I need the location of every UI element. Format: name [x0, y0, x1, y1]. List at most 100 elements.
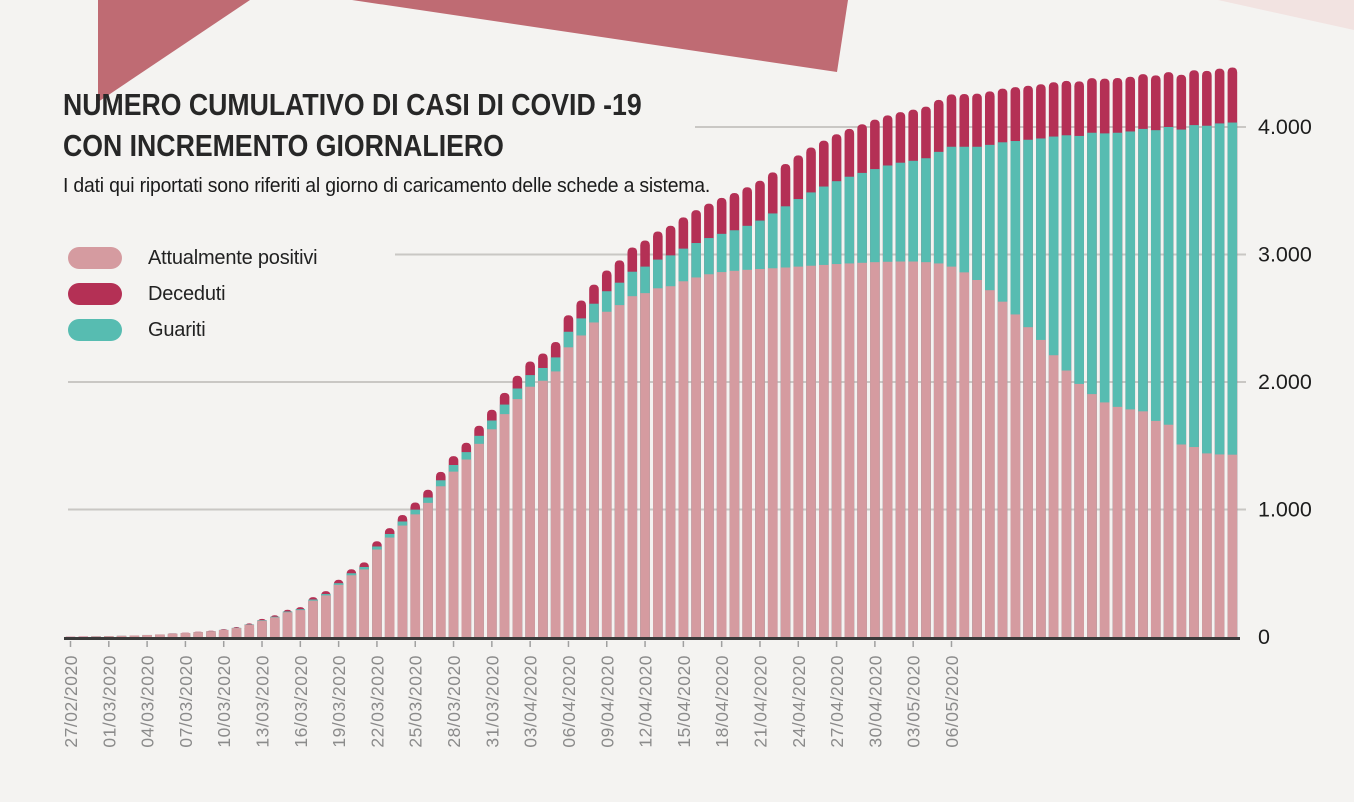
bar-segment-positivi	[1074, 383, 1084, 637]
bar-segment-guariti	[1150, 130, 1161, 637]
bar-segment-positivi	[1061, 370, 1072, 637]
bar-segment-guariti	[1125, 131, 1136, 637]
bar-segment-guariti	[1138, 128, 1148, 637]
bar-segment-positivi	[308, 600, 318, 637]
bar-segment-positivi	[882, 261, 893, 637]
bar-segment-guariti	[1112, 132, 1123, 638]
bar-segment-positivi	[985, 290, 995, 637]
legend-label: Attualmente positivi	[148, 246, 318, 269]
bar-segment-positivi	[448, 471, 459, 637]
bar-segment-positivi	[921, 262, 931, 637]
y-axis-label: 1.000	[1258, 498, 1312, 522]
bar-segment-positivi	[359, 569, 369, 637]
bar-segment-positivi	[959, 272, 970, 637]
bar-segment-guariti	[1163, 127, 1174, 637]
bar-segment-positivi	[282, 612, 293, 637]
bar-segment-positivi	[997, 301, 1008, 637]
bar-segment-positivi	[653, 288, 663, 637]
bar-segment-positivi	[780, 267, 791, 637]
bar-segment-positivi	[755, 269, 765, 637]
guariti-swatch-icon	[68, 319, 122, 341]
x-axis-label: 04/03/2020	[138, 655, 158, 748]
bar-segment-positivi	[908, 261, 918, 637]
bar-segment-positivi	[563, 347, 574, 637]
bar-segment-positivi	[704, 274, 714, 637]
bar-segment-positivi	[946, 266, 957, 637]
chart-subtitle: I dati qui riportati sono riferiti al gi…	[63, 175, 711, 197]
y-axis-label: 0	[1258, 625, 1270, 649]
bar-segment-positivi	[435, 486, 446, 637]
x-axis-label: 25/03/2020	[406, 655, 426, 748]
bar-segment-positivi	[231, 628, 242, 637]
bar-segment-positivi	[269, 617, 280, 637]
x-axis-label: 13/03/2020	[253, 655, 273, 748]
x-axis-label: 12/04/2020	[636, 655, 656, 748]
bar-segment-positivi	[193, 632, 203, 637]
x-axis-label: 28/03/2020	[444, 655, 464, 748]
bar-segment-positivi	[972, 280, 982, 637]
bar-segment-positivi	[155, 634, 165, 637]
x-axis-label: 10/03/2020	[214, 655, 234, 748]
x-axis-label: 24/04/2020	[789, 655, 809, 748]
bar-segment-positivi	[895, 261, 906, 637]
bar-segment-positivi	[499, 414, 510, 637]
x-axis-label: 15/04/2020	[674, 655, 694, 748]
bar-segment-positivi	[870, 262, 880, 637]
y-axis-label: 3.000	[1258, 243, 1312, 267]
bar-segment-positivi	[474, 443, 484, 637]
bar-segment-positivi	[933, 263, 944, 637]
positivi-swatch-icon	[68, 247, 122, 269]
bar-segment-positivi	[589, 322, 599, 637]
x-axis-label: 01/03/2020	[99, 655, 119, 748]
bar-segment-positivi	[129, 635, 140, 637]
bar-segment-positivi	[729, 270, 740, 637]
bar-segment-positivi	[142, 634, 152, 637]
bar-segment-positivi	[1227, 454, 1238, 637]
bar-segment-positivi	[410, 514, 421, 637]
bar-segment-positivi	[819, 264, 829, 637]
bar-segment-positivi	[167, 633, 178, 637]
bar-segment-positivi	[857, 262, 867, 637]
banner-main-band	[352, 0, 848, 72]
chart-title-line2: CON INCREMENTO GIORNALIERO	[63, 128, 504, 163]
banner-corner-wedge	[1218, 0, 1354, 30]
bar-segment-positivi	[104, 636, 114, 637]
chart-legend: Attualmente positivi Deceduti Guariti	[68, 246, 318, 355]
bar-segment-positivi	[116, 635, 127, 637]
bar-segment-positivi	[1176, 444, 1187, 637]
bar-segment-positivi	[793, 266, 804, 637]
legend-label: Deceduti	[148, 282, 226, 305]
legend-item-guariti: Guariti	[68, 319, 317, 341]
bar-segment-positivi	[1087, 394, 1097, 637]
x-axis-label: 03/04/2020	[521, 655, 541, 748]
bar-segment-positivi	[614, 305, 625, 637]
bar-segment-positivi	[1138, 411, 1148, 637]
bar-segment-positivi	[397, 525, 408, 637]
bar-segment-guariti	[1087, 132, 1097, 638]
legend-label: Guariti	[148, 318, 206, 341]
bar-segment-positivi	[691, 277, 701, 637]
banner-left-wedge	[98, 0, 250, 102]
bar-segment-positivi	[1048, 355, 1059, 637]
bar-segment-guariti	[1099, 133, 1110, 638]
bar-segment-positivi	[806, 265, 816, 637]
bar-segment-guariti	[1227, 122, 1238, 638]
bar-segment-positivi	[1023, 327, 1033, 637]
bar-segment-guariti	[1202, 125, 1212, 637]
chart-title-line1: NUMERO CUMULATIVO DI CASI DI COVID -19	[63, 87, 642, 122]
bar-segment-positivi	[180, 633, 191, 637]
x-axis-label: 21/04/2020	[751, 655, 771, 748]
x-axis-label: 19/03/2020	[329, 655, 349, 748]
bar-segment-positivi	[218, 629, 229, 637]
x-axis-label: 22/03/2020	[367, 655, 387, 748]
bar-segment-positivi	[576, 335, 587, 637]
legend-item-positivi: Attualmente positivi	[68, 246, 318, 269]
x-axis-label: 30/04/2020	[865, 655, 885, 748]
bar-segment-positivi	[767, 268, 778, 637]
bar-segment-positivi	[742, 269, 752, 637]
x-axis-label: 06/04/2020	[559, 655, 579, 748]
bar-segment-positivi	[550, 371, 561, 637]
bar-segment-guariti	[1176, 129, 1187, 638]
